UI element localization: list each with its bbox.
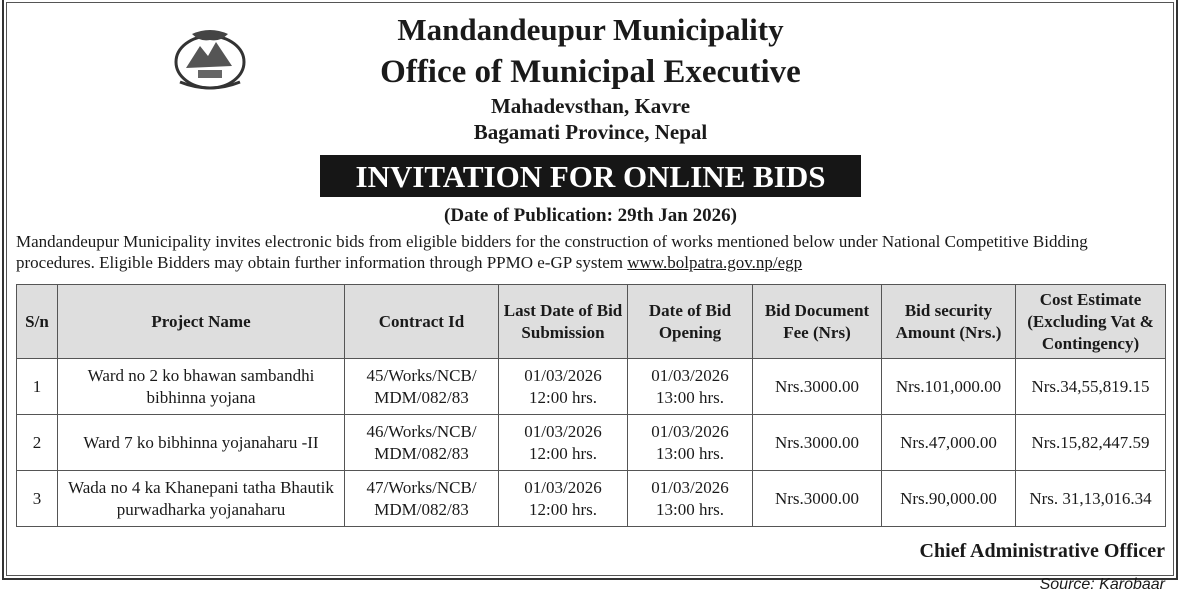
notice-banner: INVITATION FOR ONLINE BIDS <box>320 155 861 197</box>
cell-opening: 01/03/2026 13:00 hrs. <box>627 470 753 527</box>
cell-fee-text: Nrs.3000.00 <box>774 488 860 508</box>
cell-contract-id-text: 46/Works/NCB/ <box>366 421 477 441</box>
publication-date: (Date of Publication: 29th Jan 2026) <box>444 205 737 226</box>
cell-contract-id-text: MDM/082/83 <box>374 443 469 463</box>
address-line-2: Bagamati Province, Nepal <box>473 120 708 144</box>
cell-contract-id: 45/Works/NCB/MDM/082/83 <box>344 358 499 415</box>
cell-contract-id: 47/Works/NCB/MDM/082/83 <box>344 470 499 527</box>
cell-project-text: Wada no 4 ka Khanepani tatha Bhautik pur… <box>68 477 334 519</box>
nepal-emblem-icon <box>174 30 246 90</box>
cell-project-text: Ward 7 ko bibhinna yojanaharu -II <box>83 432 319 452</box>
intro-paragraph: Mandandeupur Municipality invites electr… <box>16 231 1168 273</box>
header-fee: Bid Document Fee (Nrs) <box>752 284 882 359</box>
header-project: Project Name <box>57 284 345 359</box>
table-row: 1 Ward no 2 ko bhawan sambandhi bibhinna … <box>16 358 1166 415</box>
bids-table: S/n Project Name Contract Id Last Date o… <box>16 284 1166 527</box>
cell-contract-id-text: MDM/082/83 <box>374 387 469 407</box>
cell-submission-text: 01/03/2026 <box>524 421 602 441</box>
header-opening: Date of Bid Opening <box>627 284 753 359</box>
cell-submission: 01/03/2026 12:00 hrs. <box>498 414 628 471</box>
cell-opening-text: 01/03/2026 <box>651 477 729 497</box>
header-contract: Contract Id <box>344 284 499 359</box>
cell-fee: Nrs.3000.00 <box>752 414 882 471</box>
cell-project: Wada no 4 ka Khanepani tatha Bhautik pur… <box>57 470 345 527</box>
cell-security: Nrs.47,000.00 <box>881 414 1016 471</box>
cell-fee-text: Nrs.3000.00 <box>774 376 860 396</box>
signatory: Chief Administrative Officer <box>919 540 1166 562</box>
cell-sn: 2 <box>16 414 58 471</box>
cell-sn-text: 1 <box>32 376 42 396</box>
cell-opening-text: 13:00 hrs. <box>656 443 724 463</box>
notice-frame <box>2 0 1178 580</box>
header-submission: Last Date of Bid Submission <box>498 284 628 359</box>
cell-submission: 01/03/2026 12:00 hrs. <box>498 470 628 527</box>
cell-submission: 01/03/2026 12:00 hrs. <box>498 358 628 415</box>
cell-sn: 3 <box>16 470 58 527</box>
cell-opening: 01/03/2026 13:00 hrs. <box>627 358 753 415</box>
cell-submission-text: 12:00 hrs. <box>529 387 597 407</box>
header-estimate: Cost Estimate (Excluding Vat & Contingen… <box>1015 284 1166 359</box>
cell-estimate-text: Nrs.15,82,447.59 <box>1031 432 1150 452</box>
cell-security-text: Nrs.90,000.00 <box>900 488 997 508</box>
cell-contract-id: 46/Works/NCB/MDM/082/83 <box>344 414 499 471</box>
table-header-row: S/n Project Name Contract Id Last Date o… <box>16 284 1166 359</box>
cell-opening-text: 01/03/2026 <box>651 421 729 441</box>
cell-fee: Nrs.3000.00 <box>752 470 882 527</box>
cell-opening: 01/03/2026 13:00 hrs. <box>627 414 753 471</box>
cell-estimate-text: Nrs.34,55,819.15 <box>1031 376 1150 396</box>
header-sn: S/n <box>16 284 58 359</box>
cell-project-text: Ward no 2 ko bhawan sambandhi bibhinna y… <box>87 365 315 407</box>
cell-security-text: Nrs.47,000.00 <box>900 432 997 452</box>
cell-estimate: Nrs. 31,13,016.34 <box>1015 470 1166 527</box>
cell-opening-text: 13:00 hrs. <box>656 387 724 407</box>
table-row: 3 Wada no 4 ka Khanepani tatha Bhautik pu… <box>16 470 1166 527</box>
cell-project: Ward no 2 ko bhawan sambandhi bibhinna y… <box>57 358 345 415</box>
cell-estimate-text: Nrs. 31,13,016.34 <box>1029 488 1152 508</box>
cell-submission-text: 12:00 hrs. <box>529 443 597 463</box>
cell-security: Nrs.101,000.00 <box>881 358 1016 415</box>
cell-opening-text: 13:00 hrs. <box>656 499 724 519</box>
cell-sn-text: 2 <box>32 432 42 452</box>
intro-text: Mandandeupur Municipality invites electr… <box>16 232 1088 272</box>
cell-estimate: Nrs.34,55,819.15 <box>1015 358 1166 415</box>
header-security: Bid security Amount (Nrs.) <box>881 284 1016 359</box>
cell-contract-id-text: 47/Works/NCB/ <box>366 477 477 497</box>
cell-sn: 1 <box>16 358 58 415</box>
municipality-name: Mandandeupur Municipality <box>397 12 784 47</box>
office-name: Office of Municipal Executive <box>380 54 801 90</box>
cell-submission-text: 12:00 hrs. <box>529 499 597 519</box>
egp-link[interactable]: www.bolpatra.gov.np/egp <box>627 253 803 272</box>
source-credit: Source: Karobaar <box>1039 576 1165 593</box>
cell-security: Nrs.90,000.00 <box>881 470 1016 527</box>
cell-opening-text: 01/03/2026 <box>651 365 729 385</box>
cell-security-text: Nrs.101,000.00 <box>895 376 1002 396</box>
cell-submission-text: 01/03/2026 <box>524 365 602 385</box>
table-row: 2 Ward 7 ko bibhinna yojanaharu -II 46/Wor… <box>16 414 1166 471</box>
cell-estimate: Nrs.15,82,447.59 <box>1015 414 1166 471</box>
cell-sn-text: 3 <box>32 488 42 508</box>
cell-submission-text: 01/03/2026 <box>524 477 602 497</box>
address-line-1: Mahadevsthan, Kavre <box>490 94 691 118</box>
cell-fee-text: Nrs.3000.00 <box>774 432 860 452</box>
cell-fee: Nrs.3000.00 <box>752 358 882 415</box>
cell-contract-id-text: MDM/082/83 <box>374 499 469 519</box>
cell-project: Ward 7 ko bibhinna yojanaharu -II <box>57 414 345 471</box>
cell-contract-id-text: 45/Works/NCB/ <box>366 365 477 385</box>
